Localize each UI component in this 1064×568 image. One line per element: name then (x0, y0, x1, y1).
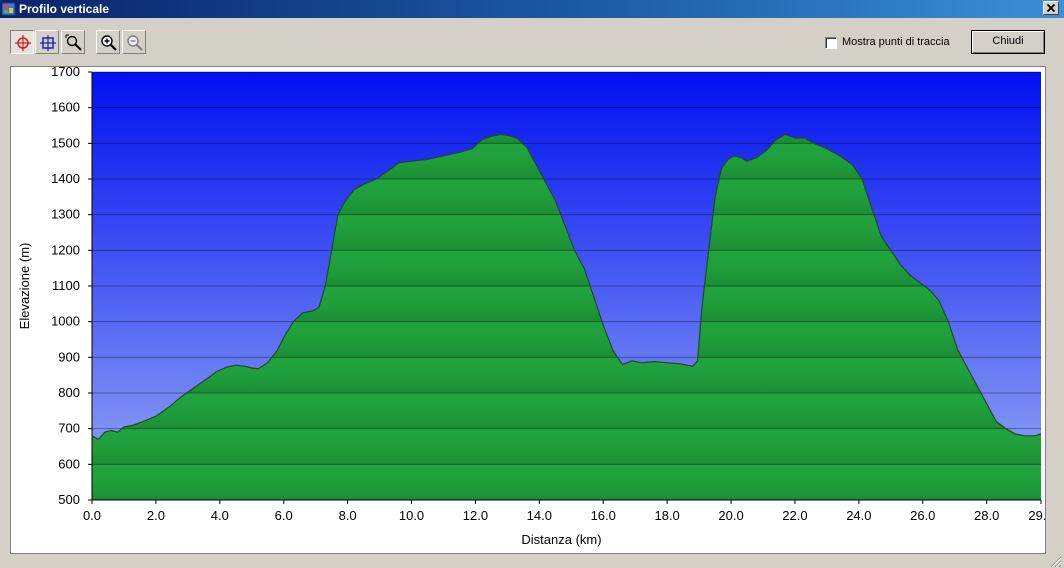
y-tick-label-5: 1000 (51, 314, 80, 329)
y-tick-label-10: 1500 (51, 135, 80, 150)
x-axis-label: Distanza (km) (521, 532, 601, 547)
y-tick-label-2: 700 (58, 421, 80, 436)
zoom-in-icon (101, 35, 117, 51)
y-tick-label-0: 500 (58, 492, 80, 507)
tool-target-blue-button[interactable] (35, 30, 59, 54)
window-title: Profilo verticale (19, 2, 110, 16)
x-tick-label-12: 24.0 (846, 508, 871, 523)
show-track-points-label[interactable]: Mostra punti di traccia (842, 36, 950, 48)
window-close-button[interactable] (1043, 1, 1059, 15)
y-tick-label-9: 1400 (51, 171, 80, 186)
title-bar[interactable]: Profilo verticale (0, 0, 1064, 18)
x-tick-label-14: 28.0 (974, 508, 999, 523)
x-tick-label-9: 18.0 (654, 508, 679, 523)
y-tick-label-12: 1700 (51, 67, 80, 79)
app-icon (2, 2, 16, 16)
y-tick-label-3: 800 (58, 385, 80, 400)
zoom-in-button[interactable] (96, 30, 120, 54)
x-tick-label-6: 12.0 (463, 508, 488, 523)
y-axis-label: Elevazione (m) (17, 243, 32, 330)
x-tick-label-10: 20.0 (718, 508, 743, 523)
x-tick-label-3: 6.0 (275, 508, 293, 523)
x-tick-label-2: 4.0 (211, 508, 229, 523)
zoom-out-button[interactable] (122, 30, 146, 54)
y-tick-label-7: 1200 (51, 242, 80, 257)
y-tick-label-6: 1100 (52, 278, 80, 293)
resize-grip-icon[interactable] (1048, 555, 1062, 567)
close-icon (1046, 3, 1056, 13)
x-tick-label-1: 2.0 (147, 508, 165, 523)
x-tick-label-13: 26.0 (910, 508, 935, 523)
show-track-points-checkbox[interactable] (825, 37, 837, 49)
y-tick-label-11: 1600 (51, 100, 80, 115)
x-tick-label-0: 0.0 (83, 508, 101, 523)
tool-target-red-button[interactable] (10, 30, 34, 54)
x-tick-label-4: 8.0 (339, 508, 357, 523)
close-button[interactable]: Chiudi (971, 30, 1045, 54)
elevation-chart: 500 600 700 800 900 1000 1100 1200 1300 1400 1500 1… (17, 67, 1045, 547)
target-red-icon (15, 35, 31, 51)
x-tick-label-11: 22.0 (782, 508, 807, 523)
toolbar: Mostra punti di traccia Chiudi (0, 18, 1064, 66)
x-tick-label-8: 16.0 (591, 508, 616, 523)
tool-zoom-region-button[interactable] (61, 30, 85, 54)
target-blue-icon (40, 35, 56, 51)
y-tick-label-1: 600 (58, 456, 80, 471)
y-tick-label-4: 900 (58, 349, 80, 364)
zoom-region-icon (65, 34, 82, 51)
y-tick-label-8: 1300 (51, 207, 80, 222)
x-tick-label-7: 14.0 (527, 508, 552, 523)
x-tick-label-5: 10.0 (399, 508, 424, 523)
elevation-chart-panel: 500 600 700 800 900 1000 1100 1200 1300 1400 1500 1… (10, 66, 1046, 554)
elevation-line (91, 133, 1042, 441)
x-tick-label-15: 29.7 (1028, 508, 1045, 523)
status-strip (0, 554, 1064, 568)
right-edge (1046, 66, 1064, 554)
zoom-out-icon (127, 35, 143, 51)
